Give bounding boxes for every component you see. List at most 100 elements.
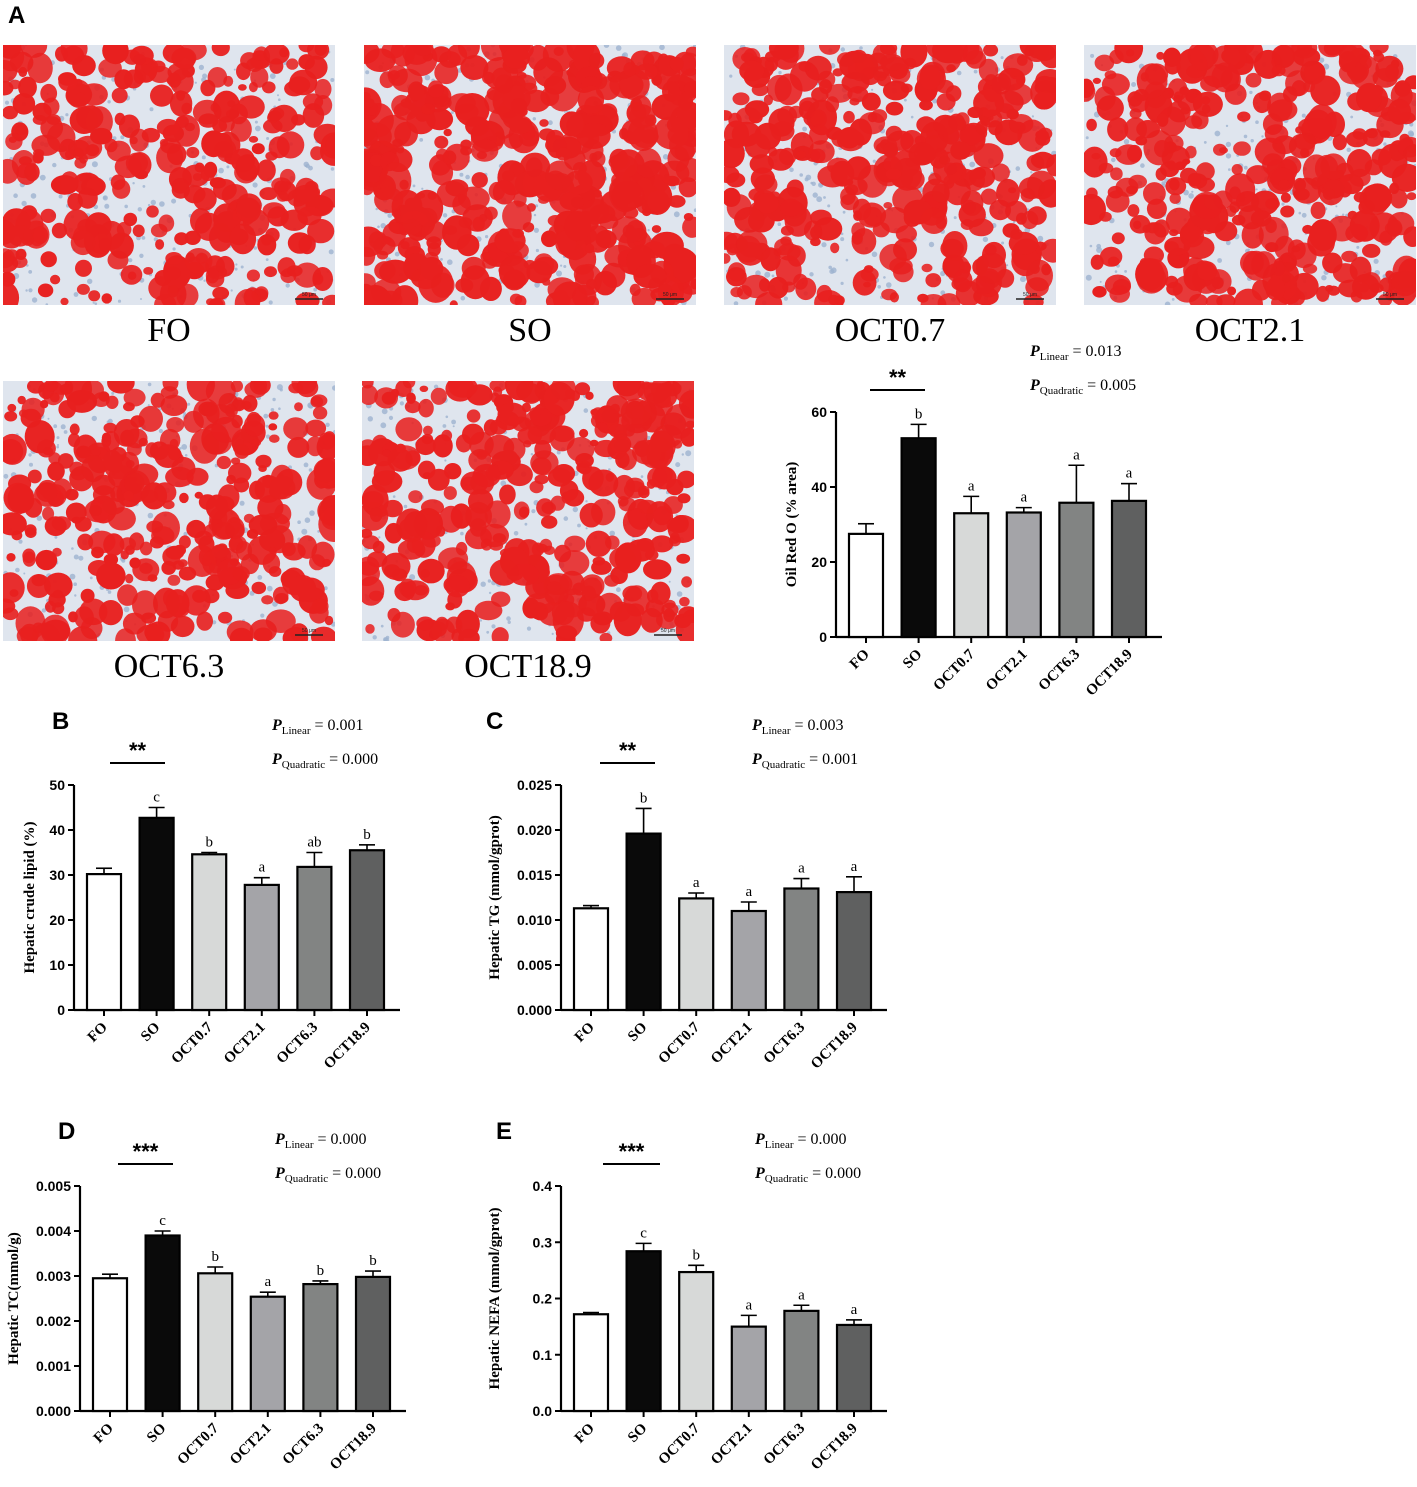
x-tick-label: OCT2.1 <box>227 1421 275 1469</box>
y-tick-label: 20 <box>49 912 65 928</box>
significance-letter: a <box>851 859 858 875</box>
panel-letter-b: B <box>52 708 70 735</box>
micrograph-fo-texture: 50 μm <box>3 45 335 305</box>
x-tick-label: OCT18.9 <box>808 1020 861 1073</box>
bar-oct07 <box>953 512 990 639</box>
significance-letter: a <box>745 1297 752 1313</box>
significance-letter: a <box>798 1287 805 1303</box>
chart-hepatic-nefa: 0.0 0.1 0.2 0.3 0.4 Hepatic NEFA (mmol/gprot)… <box>487 1131 887 1473</box>
micrograph-cells <box>724 45 1056 305</box>
bar-oct63 <box>1058 501 1095 639</box>
scale-bar-label: 50 μm <box>302 292 316 298</box>
x-tick-label: OCT6.3 <box>1036 647 1084 695</box>
scale-bar: 50 μm <box>1016 292 1044 300</box>
y-tick-label: 0.4 <box>533 1178 553 1194</box>
x-tick-label: OCT0.7 <box>655 1420 703 1468</box>
significance-stars: ** <box>619 738 637 763</box>
micrograph-label-oct07: OCT0.7 <box>834 312 946 349</box>
micrograph-fo: 50 μm <box>3 45 335 305</box>
y-tick-label: 30 <box>49 867 65 883</box>
micrograph-label-so: SO <box>508 312 552 349</box>
y-tick-label: 0 <box>57 1002 65 1018</box>
bar-fo <box>85 873 123 1012</box>
bar-so <box>625 1250 662 1413</box>
significance-letter: a <box>968 478 975 494</box>
y-tick-label: 0.000 <box>36 1403 71 1419</box>
x-tick-label: OCT18.9 <box>321 1020 374 1073</box>
x-tick-label: OCT2.1 <box>221 1020 269 1068</box>
significance-letter: b <box>640 790 648 806</box>
bar-oct21 <box>243 883 280 1012</box>
x-tick-label: OCT6.3 <box>280 1421 328 1469</box>
significance-letter: a <box>1020 490 1027 506</box>
y-axis-label: Oil Red O (% area) <box>784 462 800 588</box>
bar-fo <box>572 1313 610 1413</box>
bar-oct07 <box>197 1272 234 1413</box>
bar-oct63 <box>783 1309 820 1413</box>
y-tick-label: 50 <box>49 777 65 793</box>
y-tick-label: 0.005 <box>36 1178 71 1194</box>
y-tick-label: 40 <box>811 479 827 495</box>
bar-oct63 <box>302 1283 339 1413</box>
p-quadratic-text: PQuadratic = 0.000 <box>274 1165 381 1185</box>
y-tick-label: 0.000 <box>517 1002 552 1018</box>
significance-letter: c <box>640 1225 647 1241</box>
micrograph-label-oct21: OCT2.1 <box>1194 312 1306 349</box>
bar-oct189 <box>348 849 386 1012</box>
y-tick-label: 0.010 <box>517 912 552 928</box>
x-tick-label: OCT2.1 <box>708 1020 756 1068</box>
significance-letter: b <box>915 406 923 422</box>
bar-oct189 <box>835 1323 873 1413</box>
y-tick-label: 0.2 <box>533 1291 553 1307</box>
x-tick-label: OCT6.3 <box>274 1020 322 1068</box>
micrograph-cells <box>1084 45 1416 305</box>
x-tick-label: FO <box>91 1421 117 1447</box>
y-tick-label: 0.025 <box>517 777 552 793</box>
bar-oct189 <box>354 1275 392 1413</box>
significance-letter: a <box>1126 466 1133 482</box>
chart-hepatic-tg: 0.000 0.005 0.010 0.015 0.020 0.025 Hepatic TG… <box>487 717 887 1073</box>
scale-bar: 50 μm <box>654 628 682 636</box>
significance-letter: a <box>745 884 752 900</box>
micrograph-oct189: 50 μm <box>362 381 694 641</box>
p-quadratic-text: PQuadratic = 0.000 <box>754 1165 861 1185</box>
significance-letter: b <box>363 827 371 843</box>
chart-oil-red-o: 0 20 40 60 Oil Red O (% area) FO b SO a OCT0.7 a OC… <box>784 343 1162 699</box>
y-tick-label: 0 <box>819 629 827 645</box>
scale-bar: 50 μm <box>1376 292 1404 300</box>
x-tick-label: FO <box>572 1421 598 1447</box>
x-tick-label: SO <box>138 1020 163 1045</box>
p-quadratic-text: PQuadratic = 0.005 <box>1029 377 1136 397</box>
x-tick-label: SO <box>625 1020 650 1045</box>
micrograph-label-oct63: OCT6.3 <box>113 648 225 685</box>
bar-fo <box>847 532 885 639</box>
panel-letter-d: D <box>58 1118 76 1145</box>
micrograph-so-texture: 50 μm <box>364 45 696 305</box>
x-tick-label: SO <box>625 1421 650 1446</box>
bar-so <box>144 1234 181 1413</box>
y-tick-label: 0.020 <box>517 822 552 838</box>
x-tick-label: FO <box>847 647 873 673</box>
x-tick-label: OCT18.9 <box>327 1421 380 1474</box>
bar-oct63 <box>296 865 333 1012</box>
y-axis-label: Hepatic crude lipid (%) <box>22 821 38 973</box>
y-tick-label: 0.001 <box>36 1358 71 1374</box>
significance-letter: a <box>851 1302 858 1318</box>
scale-bar: 50 μm <box>656 292 684 300</box>
y-tick-label: 60 <box>811 404 827 420</box>
p-quadratic-text: PQuadratic = 0.001 <box>751 751 858 771</box>
y-tick-label: 10 <box>49 957 65 973</box>
y-tick-label: 0.1 <box>533 1347 553 1363</box>
significance-letter: b <box>211 1249 219 1265</box>
bar-oct189 <box>835 891 873 1012</box>
micrograph-oct07-texture: 50 μm <box>724 45 1056 305</box>
bar-fo <box>91 1277 129 1413</box>
micrograph-cells <box>362 381 694 641</box>
y-tick-label: 40 <box>49 822 65 838</box>
scale-bar-label: 50 μm <box>302 628 316 634</box>
micrograph-cells <box>364 45 696 305</box>
significance-letter: c <box>153 790 160 806</box>
x-tick-label: OCT6.3 <box>761 1421 809 1469</box>
x-tick-label: OCT2.1 <box>983 647 1031 695</box>
bar-oct07 <box>678 897 715 1012</box>
